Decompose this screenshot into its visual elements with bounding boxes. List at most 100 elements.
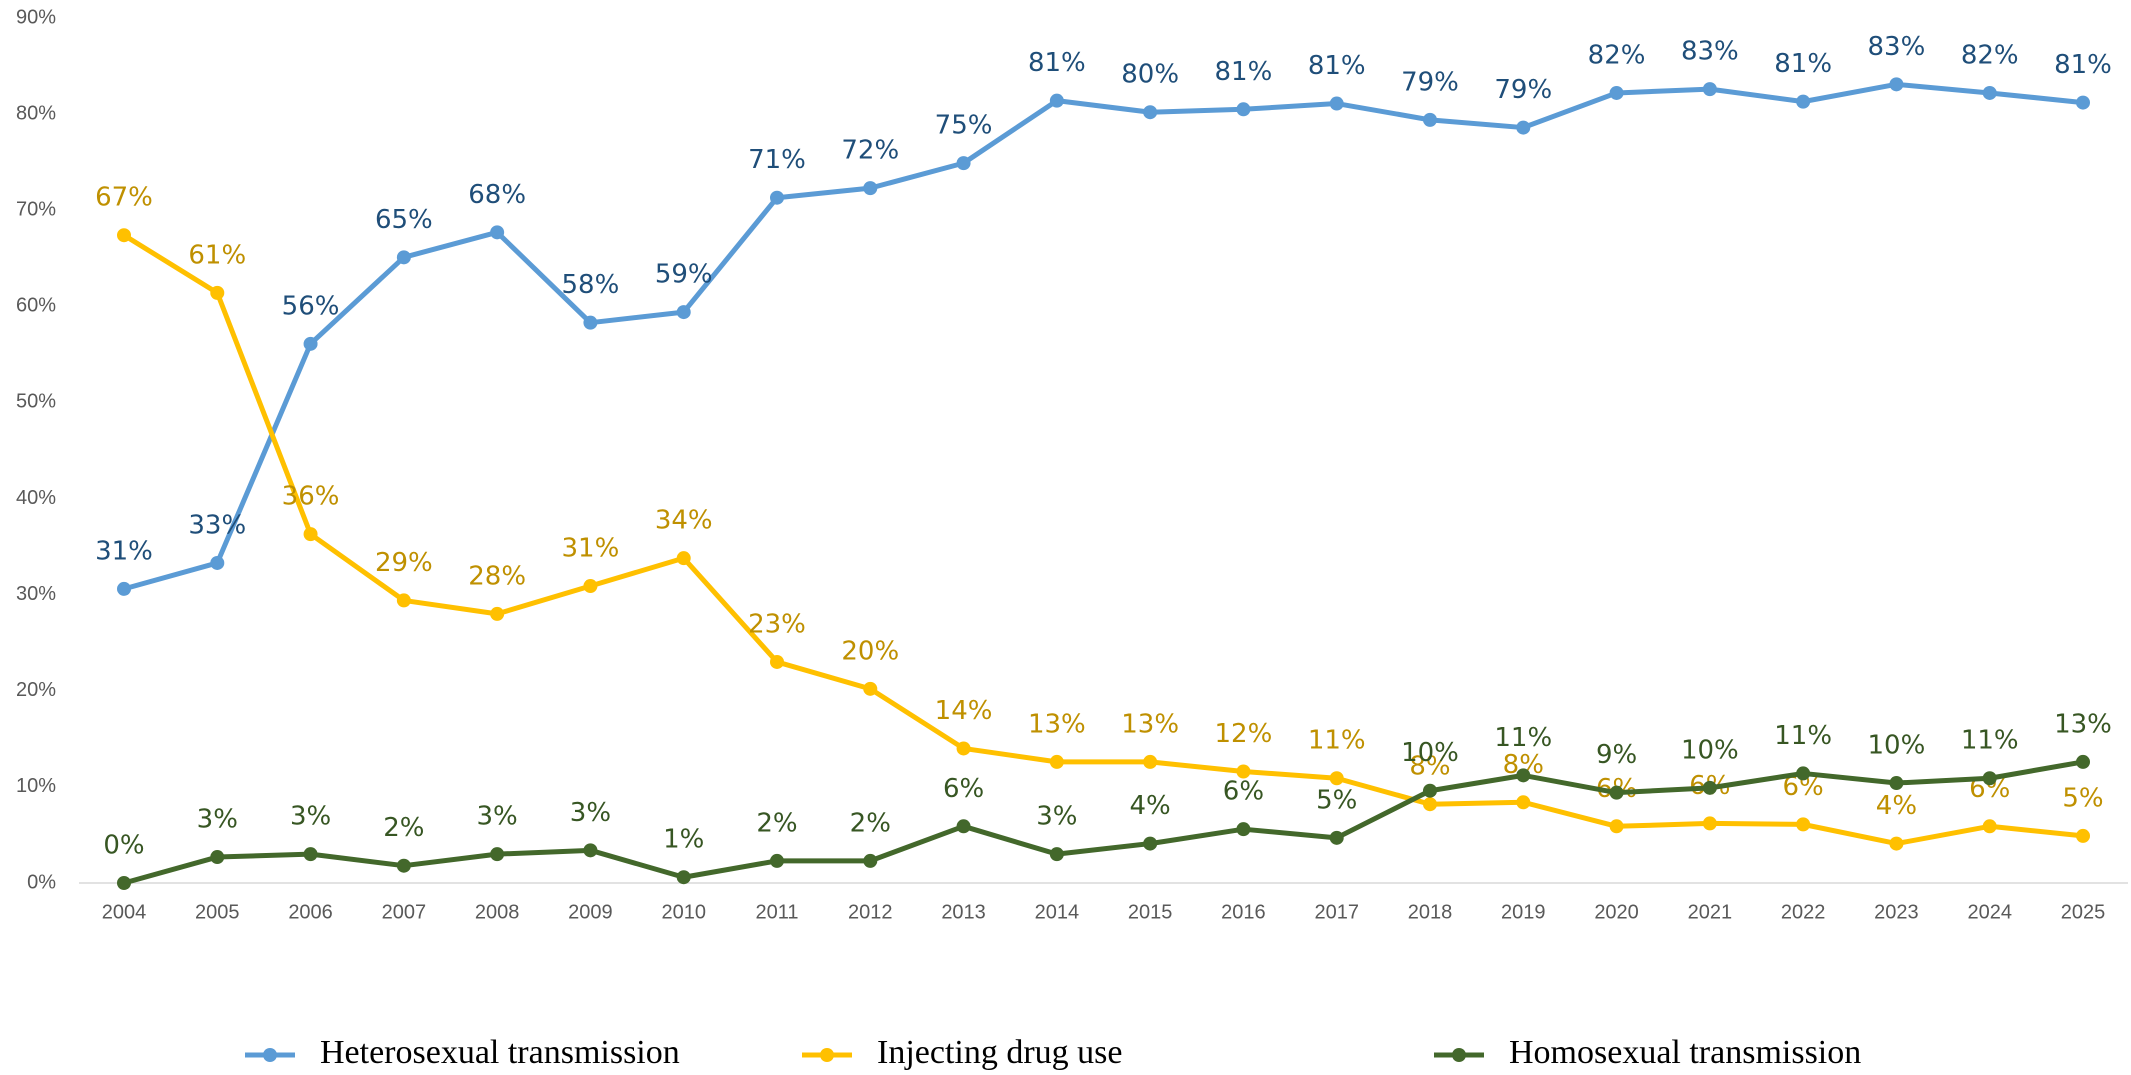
data-label: 61% <box>188 240 246 270</box>
data-label: 75% <box>935 111 993 141</box>
data-point <box>396 593 411 608</box>
data-point <box>1516 120 1531 135</box>
data-point <box>583 843 598 858</box>
data-point <box>1049 93 1064 108</box>
series-line <box>123 759 2084 886</box>
data-point <box>490 225 505 240</box>
data-point <box>1423 797 1437 812</box>
data-label: 72% <box>841 136 899 166</box>
data-label: 14% <box>935 696 993 726</box>
x-tick-label: 2007 <box>382 901 427 923</box>
data-point <box>2076 95 2090 110</box>
data-point <box>583 315 598 330</box>
data-point <box>1143 836 1158 851</box>
data-point <box>676 551 691 566</box>
data-point <box>117 581 131 596</box>
data-label: 82% <box>1588 40 1646 70</box>
data-point <box>676 305 691 320</box>
data-label: 11% <box>1308 726 1366 756</box>
data-point <box>770 654 784 669</box>
data-label: 28% <box>468 561 526 591</box>
data-label: 59% <box>655 260 713 290</box>
data-label: 4% <box>1130 791 1171 821</box>
data-point <box>1982 771 1997 786</box>
data-label: 36% <box>282 482 340 512</box>
data-label: 1% <box>663 825 704 855</box>
data-point <box>1796 94 1811 109</box>
x-tick-label: 2018 <box>1408 901 1453 923</box>
data-point <box>1423 783 1437 798</box>
data-label: 2% <box>756 808 797 838</box>
data-point <box>1702 780 1717 795</box>
data-point <box>490 606 505 621</box>
data-point <box>1796 817 1811 832</box>
x-tick-label: 2020 <box>1594 901 1639 923</box>
data-point <box>210 555 225 570</box>
data-label: 56% <box>282 291 340 321</box>
data-label: 2% <box>850 808 891 838</box>
data-point <box>490 847 505 862</box>
y-tick-label: 80% <box>16 102 56 124</box>
data-point <box>1143 754 1158 769</box>
data-point <box>1049 754 1064 769</box>
legend-marker <box>1452 1048 1466 1062</box>
data-label: 6% <box>1223 777 1264 807</box>
y-tick-label: 50% <box>16 391 56 413</box>
x-tick-label: 2006 <box>288 901 333 923</box>
x-tick-label: 2009 <box>568 901 613 923</box>
y-tick-label: 20% <box>16 679 56 701</box>
data-label: 67% <box>95 183 153 213</box>
data-label: 83% <box>1868 32 1926 62</box>
x-tick-label: 2025 <box>2061 901 2106 923</box>
data-point <box>1889 836 1904 851</box>
data-point <box>303 527 318 542</box>
legend-marker <box>820 1048 834 1062</box>
legend-label: Injecting drug use <box>877 1034 1123 1071</box>
x-tick-label: 2012 <box>848 901 893 923</box>
data-label: 5% <box>1316 785 1357 815</box>
data-point <box>1516 795 1531 810</box>
x-tick-label: 2017 <box>1314 901 1359 923</box>
y-tick-label: 0% <box>27 871 56 893</box>
x-tick-label: 2015 <box>1128 901 1173 923</box>
data-label: 3% <box>570 798 611 828</box>
data-label: 13% <box>1121 709 1179 739</box>
data-point <box>770 853 784 868</box>
data-label: 81% <box>1308 51 1366 81</box>
x-tick-label: 2023 <box>1874 901 1919 923</box>
data-label: 71% <box>748 145 806 175</box>
data-label: 10% <box>1868 731 1926 761</box>
data-point <box>1516 768 1531 783</box>
y-tick-label: 90% <box>16 6 56 28</box>
x-tick-label: 2014 <box>1035 901 1080 923</box>
data-label: 10% <box>1681 735 1739 765</box>
data-label: 68% <box>468 180 526 210</box>
data-label: 82% <box>1961 40 2019 70</box>
data-point <box>396 250 411 265</box>
data-point <box>1702 82 1717 97</box>
data-point <box>303 847 318 862</box>
data-label: 81% <box>1774 49 1832 79</box>
data-point <box>863 853 878 868</box>
data-point <box>1329 96 1344 111</box>
data-label: 31% <box>562 534 620 564</box>
data-label: 6% <box>943 774 984 804</box>
legend-label: Homosexual transmission <box>1509 1034 1861 1071</box>
data-point <box>1049 847 1064 862</box>
data-label: 81% <box>1215 57 1273 87</box>
data-label: 5% <box>2062 783 2103 813</box>
data-label: 20% <box>841 636 899 666</box>
legend-marker <box>263 1048 277 1062</box>
x-tick-label: 2019 <box>1501 901 1546 923</box>
data-point <box>117 228 131 243</box>
data-point <box>2076 754 2090 769</box>
data-point <box>1796 766 1811 781</box>
data-point <box>863 181 878 196</box>
data-point <box>1329 830 1344 845</box>
data-label: 80% <box>1121 60 1179 90</box>
y-tick-label: 40% <box>16 487 56 509</box>
data-label: 81% <box>2054 50 2112 80</box>
x-tick-label: 2024 <box>1967 901 2012 923</box>
data-label: 81% <box>1028 48 1086 78</box>
